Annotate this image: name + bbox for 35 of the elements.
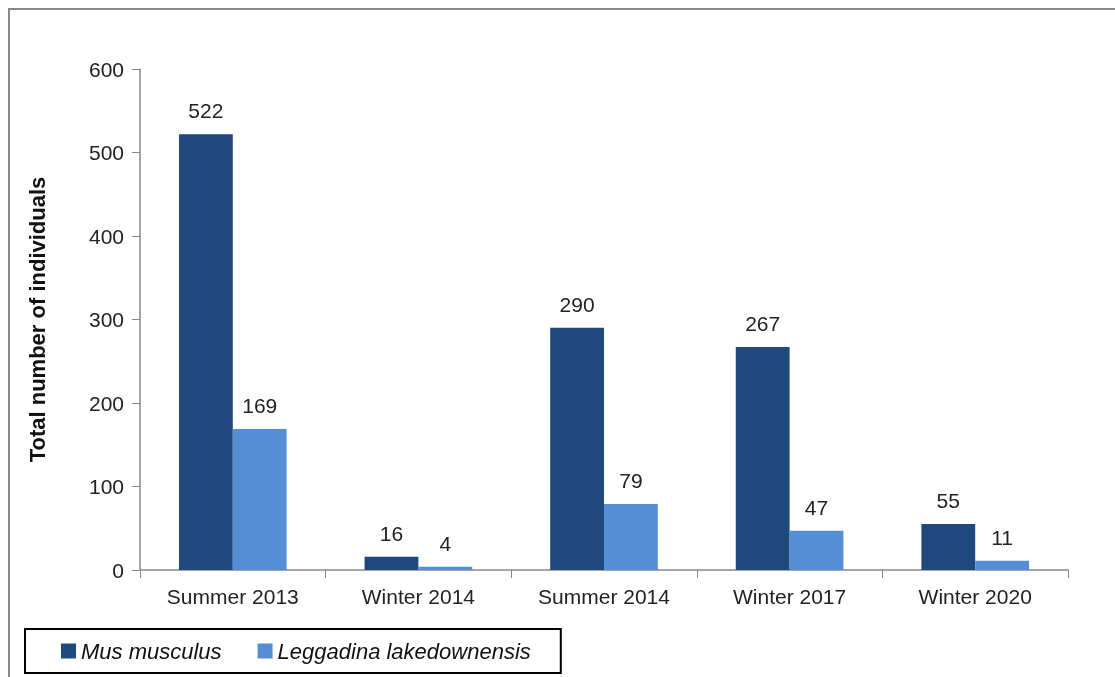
bar [975,560,1030,570]
y-tick-label: 200 [88,391,124,415]
x-tick-label: Summer 2013 [166,585,299,608]
y-tick-label: 0 [112,558,124,582]
bar [735,347,790,570]
x-tick-label: Winter 2020 [918,585,1032,608]
data-label: 11 [991,525,1014,549]
data-label: 169 [242,393,278,417]
data-label: 79 [619,469,643,493]
bar [921,524,976,570]
data-label: 290 [559,292,595,316]
x-tick-label: Winter 2014 [361,585,476,608]
legend-label: Leggadina lakedownensis [277,638,531,664]
bar [604,504,658,570]
bar [364,556,419,570]
data-label: 4 [439,531,452,555]
data-label: 267 [745,312,781,336]
y-tick-label: 500 [88,141,124,164]
bar [232,428,287,570]
bar [789,530,844,570]
x-tick-label: Winter 2017 [732,585,847,608]
bar [418,566,473,570]
data-label: 16 [379,521,404,545]
y-tick-label: 300 [88,308,124,331]
data-label: 55 [936,489,960,513]
bar [550,327,604,570]
bar [178,134,233,570]
data-label: 47 [804,495,829,519]
data-label: 522 [188,99,224,123]
x-tick-label: Summer 2014 [538,585,671,608]
legend-label: Mus musculus [81,638,222,664]
y-axis-title: Total number of individuals [24,176,50,463]
y-tick-label: 600 [88,57,124,81]
y-tick-label: 100 [88,475,124,498]
y-tick-label: 400 [88,224,124,248]
